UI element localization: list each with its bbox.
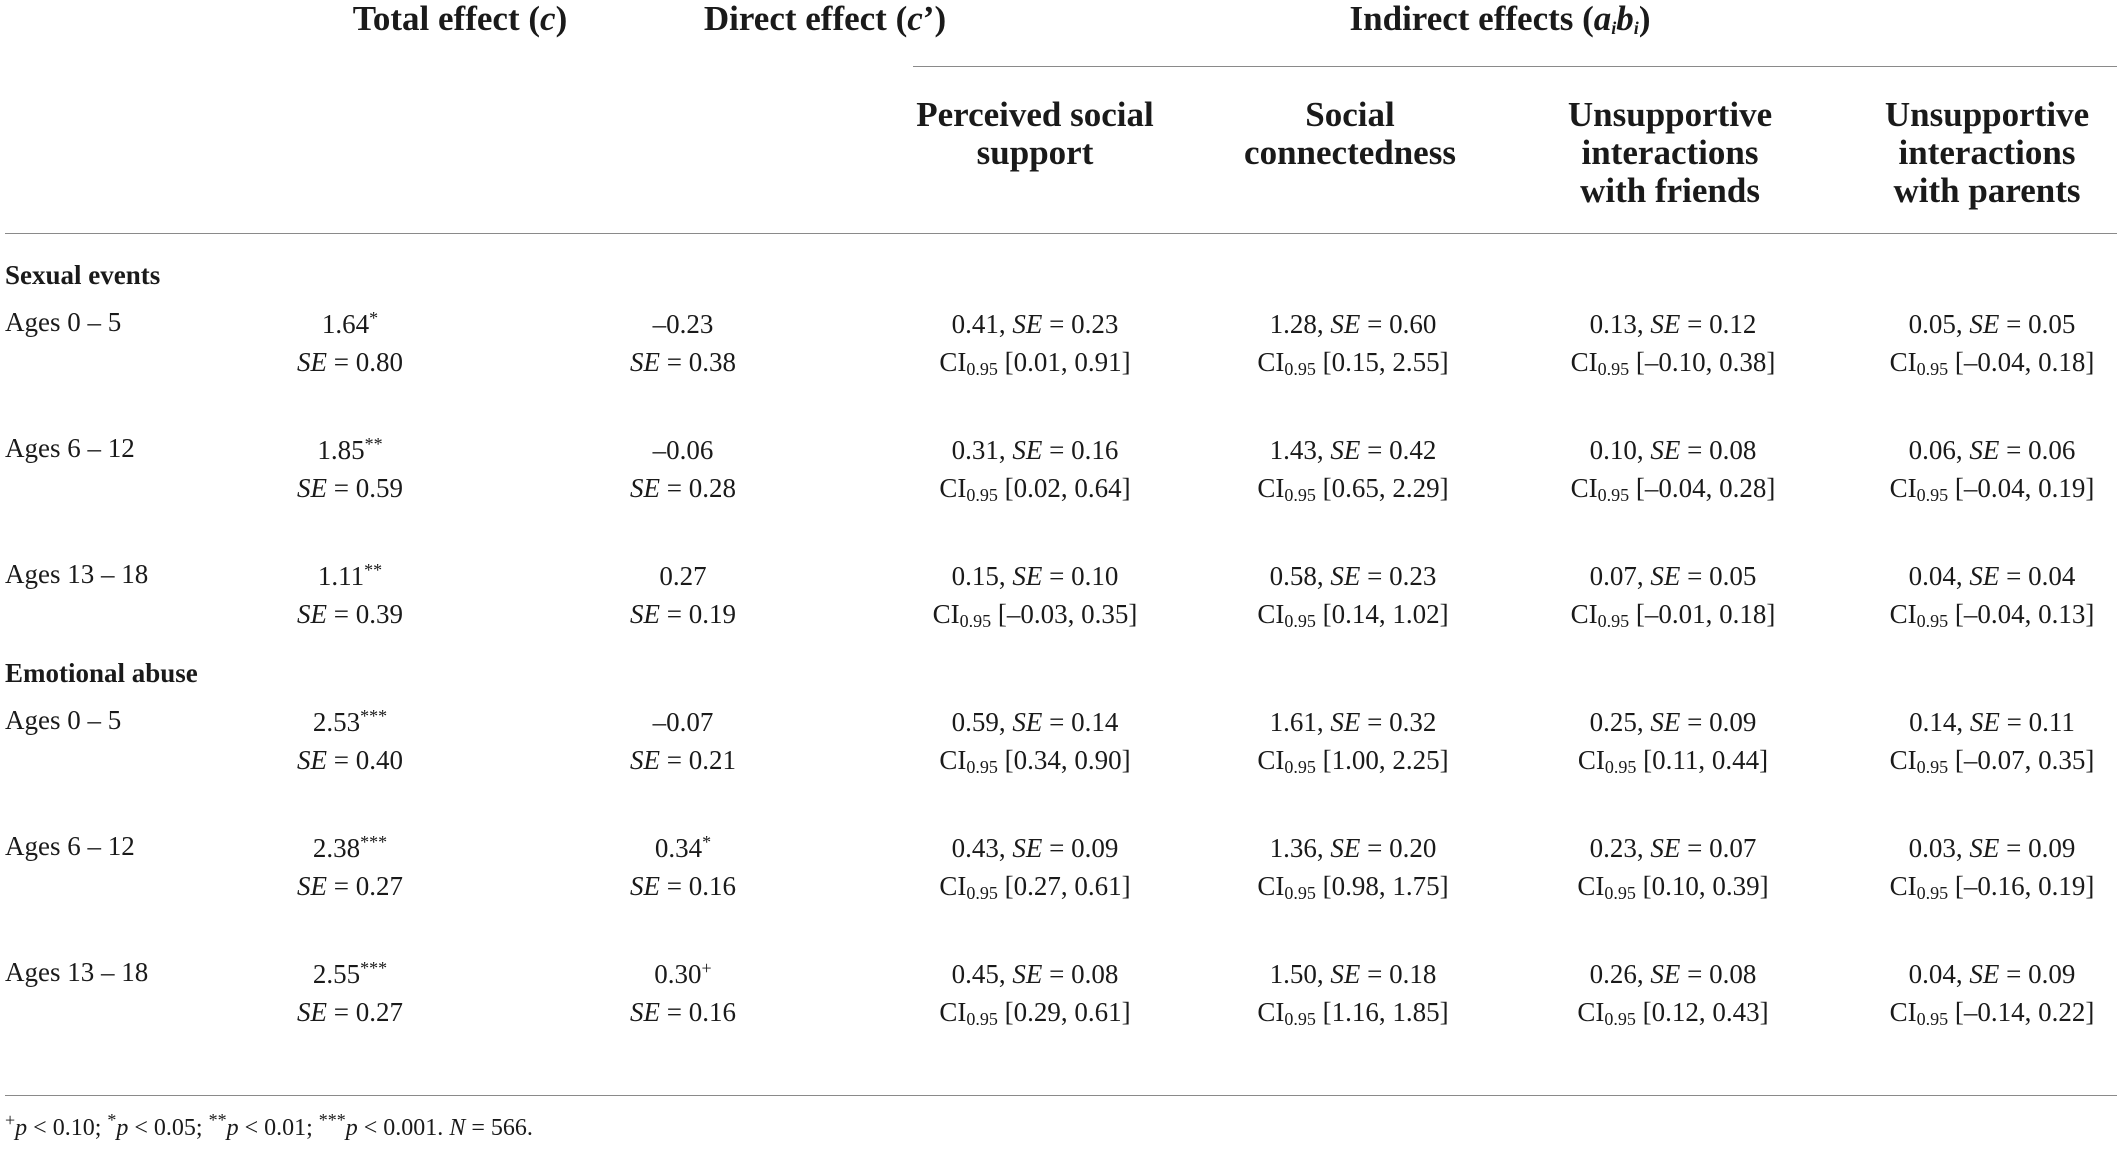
row-label: Ages 6 – 12 <box>5 831 135 861</box>
header-unsupportive-friends: Unsupportive interactions with friends <box>1505 96 1835 210</box>
bottom-rule <box>5 1095 2117 1096</box>
header-rule <box>5 233 2117 234</box>
subheader-line: Unsupportive <box>1567 95 1773 134</box>
indirect-effect-cell: 0.07, SE = 0.05 CI0.95 [–0.01, 0.18] <box>1570 561 1776 631</box>
header-perceived-social-support: Perceived social support <box>870 96 1200 172</box>
indirect-effect-cell: 0.06, SE = 0.06 CI0.95 [–0.04, 0.19] <box>1889 435 2095 505</box>
row-label: Ages 0 – 5 <box>5 705 122 735</box>
indirect-effect-cell: 0.05, SE = 0.05 CI0.95 [–0.04, 0.18] <box>1889 309 2095 379</box>
total-effect-cell: 1.64* SE = 0.80 <box>297 308 403 377</box>
indirect-effect-cell: 0.43, SE = 0.09 CI0.95 [0.27, 0.61] <box>939 833 1131 903</box>
subheader-line: interactions <box>1581 133 1759 172</box>
subheader-line: support <box>976 133 1094 172</box>
indirect-effect-cell: 0.31, SE = 0.16 CI0.95 [0.02, 0.64] <box>939 435 1131 505</box>
direct-effect-cell: –0.06 SE = 0.28 <box>630 435 736 503</box>
direct-effect-cell: 0.27 SE = 0.19 <box>630 561 736 629</box>
row-label: Ages 0 – 5 <box>5 307 122 337</box>
direct-effect-cell: 0.30+ SE = 0.16 <box>630 958 736 1027</box>
indirect-effect-cell: 0.26, SE = 0.08 CI0.95 [0.12, 0.43] <box>1577 959 1769 1029</box>
indirect-effect-cell: 0.25, SE = 0.09 CI0.95 [0.11, 0.44] <box>1577 707 1769 777</box>
total-effect-cell: 1.11** SE = 0.39 <box>297 560 403 629</box>
indirect-effect-cell: 1.36, SE = 0.20 CI0.95 [0.98, 1.75] <box>1257 833 1449 903</box>
row-label: Ages 6 – 12 <box>5 433 135 463</box>
indirect-effect-cell: 0.58, SE = 0.23 CI0.95 [0.14, 1.02] <box>1257 561 1449 631</box>
total-effect-cell: 2.53*** SE = 0.40 <box>297 706 403 775</box>
indirect-effect-cell: 0.03, SE = 0.09 CI0.95 [–0.16, 0.19] <box>1889 833 2095 903</box>
section-title: Sexual events <box>5 260 161 290</box>
header-social-connectedness: Social connectedness <box>1185 96 1515 172</box>
indirect-effect-cell: 0.10, SE = 0.08 CI0.95 [–0.04, 0.28] <box>1570 435 1776 505</box>
section-title: Emotional abuse <box>5 658 198 688</box>
footnote: +p < 0.10; *p < 0.05; **p < 0.01; ***p <… <box>5 1110 533 1141</box>
indirect-effect-cell: 0.13, SE = 0.12 CI0.95 [–0.10, 0.38] <box>1570 309 1776 379</box>
direct-effect-cell: –0.07 SE = 0.21 <box>630 707 736 775</box>
indirect-effect-cell: 1.28, SE = 0.60 CI0.95 [0.15, 2.55] <box>1257 309 1449 379</box>
total-effect-cell: 2.38*** SE = 0.27 <box>297 832 403 901</box>
indirect-effect-cell: 0.04, SE = 0.09 CI0.95 [–0.14, 0.22] <box>1889 959 2095 1029</box>
indirect-effect-cell: 0.59, SE = 0.14 CI0.95 [0.34, 0.90] <box>939 707 1131 777</box>
total-effect-cell: 1.85** SE = 0.59 <box>297 434 403 503</box>
indirect-underline <box>913 66 2117 67</box>
indirect-effect-cell: 1.61, SE = 0.32 CI0.95 [1.00, 2.25] <box>1257 707 1449 777</box>
header-unsupportive-parents: Unsupportive interactions with parents <box>1822 96 2117 210</box>
indirect-effect-cell: 0.41, SE = 0.23 CI0.95 [0.01, 0.91] <box>939 309 1131 379</box>
indirect-effect-cell: 1.50, SE = 0.18 CI0.95 [1.16, 1.85] <box>1257 959 1449 1029</box>
subheader-line: Unsupportive <box>1884 95 2090 134</box>
indirect-effect-cell: 0.04, SE = 0.04 CI0.95 [–0.04, 0.13] <box>1889 561 2095 631</box>
indirect-effect-cell: 0.45, SE = 0.08 CI0.95 [0.29, 0.61] <box>939 959 1131 1029</box>
header-direct-effect: Direct effect (c’) <box>703 0 947 38</box>
indirect-effect-cell: 0.23, SE = 0.07 CI0.95 [0.10, 0.39] <box>1577 833 1769 903</box>
subheader-line: with parents <box>1893 171 2081 210</box>
subheader-line: connectedness <box>1244 133 1456 172</box>
header-indirect-effects: Indirect effects (aibi) <box>1349 0 1651 38</box>
indirect-effect-cell: 1.43, SE = 0.42 CI0.95 [0.65, 2.29] <box>1257 435 1449 505</box>
indirect-effect-cell: 0.15, SE = 0.10 CI0.95 [–0.03, 0.35] <box>932 561 1138 631</box>
subheader-line: interactions <box>1898 133 2076 172</box>
direct-effect-cell: –0.23 SE = 0.38 <box>630 309 736 377</box>
subheader-line: with friends <box>1580 171 1760 210</box>
header-total-effect: Total effect (c) <box>352 0 568 38</box>
row-label: Ages 13 – 18 <box>5 957 149 987</box>
subheader-line: Social <box>1305 95 1395 134</box>
indirect-effect-cell: 0.14, SE = 0.11 CI0.95 [–0.07, 0.35] <box>1889 707 2095 777</box>
total-effect-cell: 2.55*** SE = 0.27 <box>297 958 403 1027</box>
row-label: Ages 13 – 18 <box>5 559 149 589</box>
subheader-line: Perceived social <box>916 95 1154 134</box>
direct-effect-cell: 0.34* SE = 0.16 <box>630 832 736 901</box>
